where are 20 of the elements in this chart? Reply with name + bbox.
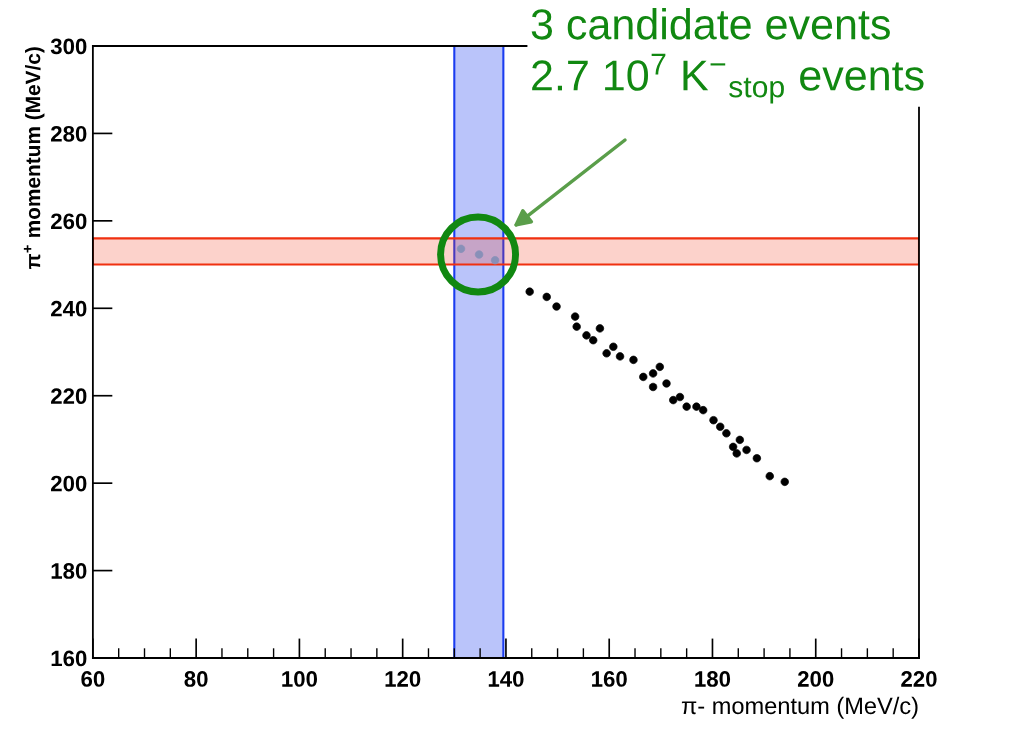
- y-tick-label: 160: [51, 650, 87, 667]
- x-tick-label: 100: [282, 671, 318, 687]
- x-tick-label: 120: [385, 671, 421, 687]
- x-tick-label: 160: [592, 671, 627, 687]
- x-tick-label: 60: [81, 671, 105, 687]
- y-tick-label: 280: [51, 125, 87, 142]
- x-tick-label: 140: [488, 671, 524, 687]
- y-tick-label: 260: [51, 213, 87, 230]
- y-tick-label: 300: [50, 38, 87, 55]
- x-tick-label: 200: [797, 671, 834, 687]
- y-axis-title: π$^{+}$ momentum (MeV/c): [23, 47, 45, 269]
- x-tick-label: 220: [901, 671, 937, 687]
- x-axis-title: π- momentum (MeV/c): [681, 696, 918, 719]
- x-tick-label: 180: [695, 671, 731, 687]
- y-tick-label: 180: [51, 563, 87, 579]
- y-tick-label: 240: [51, 300, 87, 317]
- annotation: 3 candidate events 2.7 10$^{7}$ K$^{−}$$_{stop}$ events: [531, 8, 924, 104]
- y-tick-label: 200: [51, 475, 87, 492]
- y-tick-label: 220: [51, 388, 87, 404]
- x-tick-label: 80: [184, 671, 208, 687]
